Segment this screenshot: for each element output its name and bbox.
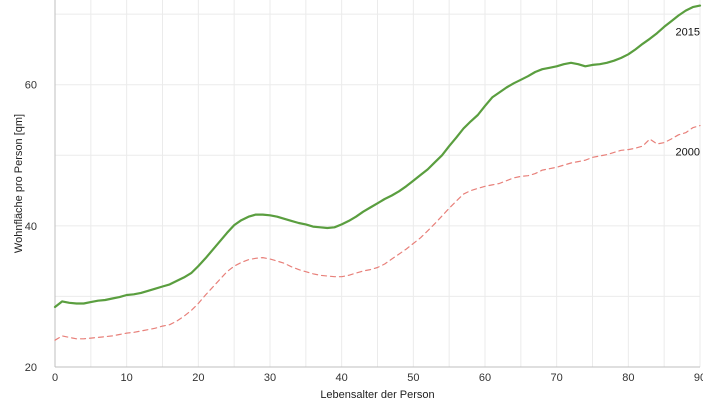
x-tick-label: 20 [192, 372, 204, 384]
x-tick-label: 80 [622, 372, 634, 384]
series-lines [53, 4, 702, 341]
x-tick-label: 60 [479, 372, 491, 384]
series-line-2015 [53, 4, 702, 309]
y-tick-label: 60 [25, 80, 37, 92]
grid [55, 0, 701, 367]
series-label-2000: 2000 [676, 147, 700, 159]
y-tick-labels: 20 40 60 [25, 80, 37, 374]
x-tick-label: 30 [264, 372, 276, 384]
series-label-2015: 2015 [676, 27, 700, 39]
x-tick-labels: 0 10 20 30 40 50 60 70 80 90 [52, 372, 703, 384]
x-tick-label: 70 [551, 372, 563, 384]
y-axis-label: Wohnfläche pro Person [qm] [13, 114, 25, 253]
y-tick-label: 20 [25, 362, 37, 374]
x-tick-label: 10 [121, 372, 133, 384]
x-axis-label: Lebensalter der Person [320, 389, 434, 401]
x-tick-label: 40 [336, 372, 348, 384]
x-tick-label: 50 [407, 372, 419, 384]
x-tick-label: 0 [52, 372, 58, 384]
series-line-2000 [54, 125, 701, 341]
y-tick-label: 40 [25, 221, 37, 233]
series-labels: 2015 2000 [676, 27, 700, 159]
x-tick-label: 90 [694, 372, 703, 384]
